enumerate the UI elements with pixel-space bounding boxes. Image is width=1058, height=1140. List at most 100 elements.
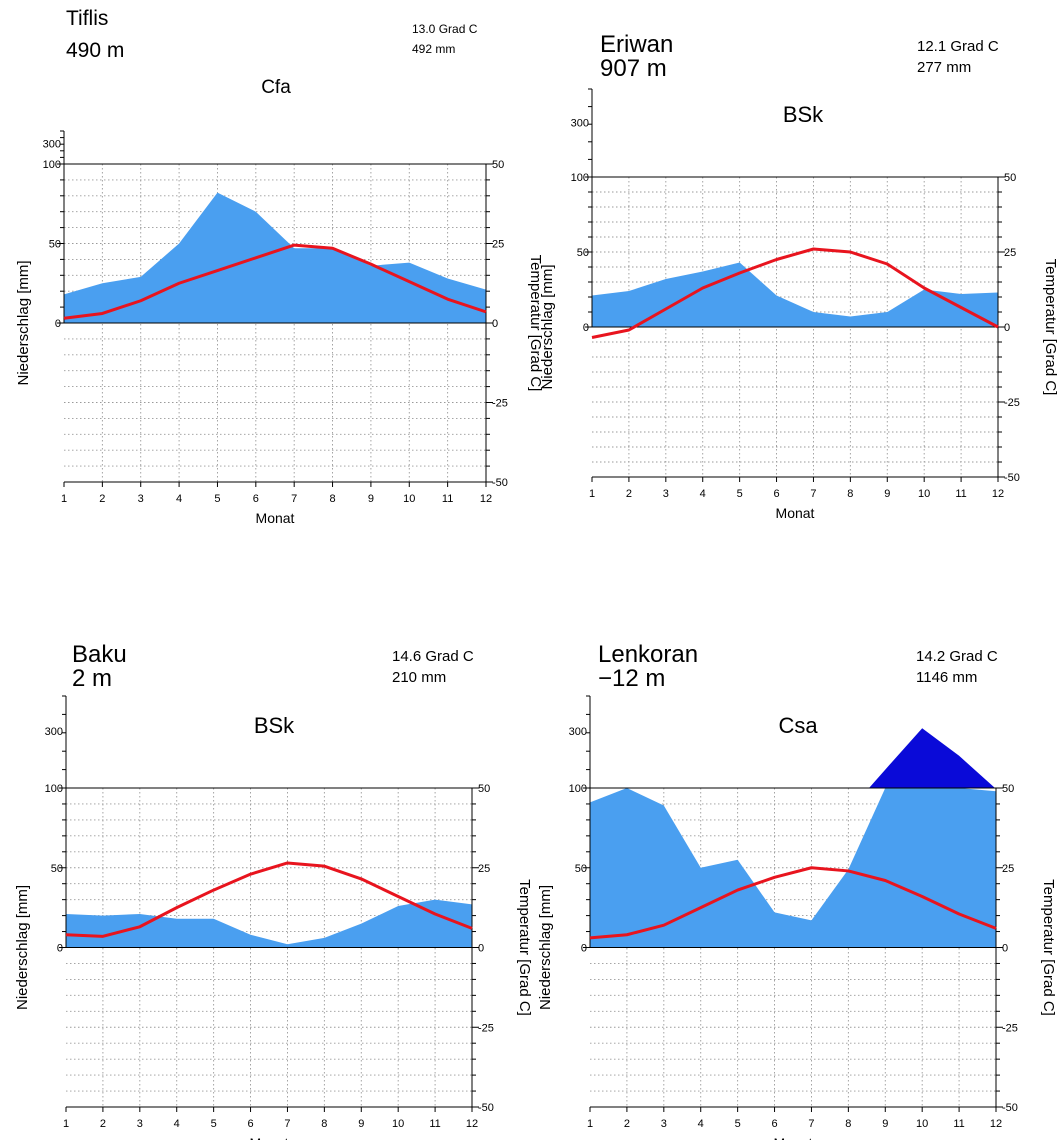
temperature-line [591,247,999,339]
mean-temperature: 14.6 Grad C [392,648,474,665]
station-elevation: −12 m [598,665,665,692]
precip-tick-label: 50 [575,863,587,875]
temp-tick-label: 0 [1004,322,1010,334]
temp-tick-label: 25 [478,863,490,875]
station-name: Lenkoran [598,641,698,668]
month-tick-label: 6 [773,488,779,500]
annual-precipitation: 210 mm [392,669,446,686]
month-tick-label: 7 [808,1118,814,1130]
precip-tick-label: 0 [581,943,587,955]
month-tick-label: 4 [176,493,182,505]
month-tick-label: 11 [442,493,453,505]
month-tick-label: 3 [138,493,144,505]
x-axis-label: Monat [774,1135,813,1140]
temp-tick-label: -25 [492,398,508,410]
station-elevation: 2 m [72,665,112,692]
month-tick-label: 3 [661,1118,667,1130]
month-tick-label: 5 [735,1118,741,1130]
precip-tick-label: 300 [43,139,61,151]
temp-tick-label: -50 [478,1102,494,1114]
precip-tick-label: 0 [583,322,589,334]
right-axis-label: Temperatur [Grad C] [1042,259,1058,396]
temp-tick-label: -50 [492,477,508,489]
temp-tick-label: 50 [478,783,490,795]
month-tick-label: 6 [253,493,259,505]
month-tick-label: 1 [587,1118,593,1130]
station-name: Eriwan [600,31,673,58]
month-tick-label: 4 [700,488,706,500]
temp-tick-label: 0 [492,318,498,330]
month-tick-label: 6 [771,1118,777,1130]
month-tick-label: 11 [429,1118,440,1130]
precip-tick-label: 0 [55,318,61,330]
month-tick-label: 1 [589,488,595,500]
mean-temperature: 13.0 Grad C [412,22,478,36]
month-tick-label: 7 [810,488,816,500]
temp-tick-label: 50 [492,159,504,171]
month-tick-label: 3 [663,488,669,500]
month-tick-label: 4 [174,1118,180,1130]
month-tick-label: 7 [284,1118,290,1130]
month-tick-label: 12 [990,1118,1002,1130]
month-tick-label: 9 [884,488,890,500]
temp-tick-label: 50 [1004,172,1016,184]
month-tick-label: 2 [626,488,632,500]
station-elevation: 907 m [600,55,667,82]
month-tick-label: 1 [61,493,67,505]
right-axis-label: Temperatur [Grad C] [516,879,533,1016]
month-tick-label: 1 [63,1118,69,1130]
month-tick-label: 6 [247,1118,253,1130]
precip-tick-label: 50 [49,239,61,251]
precip-tick-label: 300 [45,726,63,738]
precipitation-area [590,788,996,948]
precip-tick-label: 300 [571,117,589,129]
left-axis-label: Niederschlag [mm] [539,264,556,389]
temperature-line [65,861,473,938]
mean-temperature: 12.1 Grad C [917,38,999,55]
temp-tick-label: -50 [1004,472,1020,484]
precip-tick-label: 50 [577,247,589,259]
precip-tick-label: 50 [51,863,63,875]
temp-tick-label: 50 [1002,783,1014,795]
month-tick-label: 12 [480,493,492,505]
temp-tick-label: 25 [1002,863,1014,875]
month-tick-label: 12 [466,1118,478,1130]
month-tick-label: 11 [955,488,966,500]
temperature-line [589,866,997,940]
koeppen-class: BSk [254,713,295,738]
precipitation-area [66,899,472,948]
precipitation-area [592,262,998,327]
month-tick-label: 8 [845,1118,851,1130]
koeppen-class: Cfa [261,77,291,98]
temp-tick-label: -25 [1002,1022,1018,1034]
month-tick-label: 12 [992,488,1004,500]
month-tick-label: 2 [624,1118,630,1130]
left-axis-label: Niederschlag [mm] [14,885,31,1010]
month-tick-label: 8 [321,1118,327,1130]
temp-tick-label: -50 [1002,1102,1018,1114]
koeppen-class: Csa [778,713,818,738]
month-tick-label: 8 [847,488,853,500]
temp-tick-label: 0 [478,943,484,955]
month-tick-label: 10 [392,1118,404,1130]
mean-temperature: 14.2 Grad C [916,648,998,665]
month-tick-label: 5 [737,488,743,500]
x-axis-label: Monat [256,510,295,526]
left-axis-label: Niederschlag [mm] [15,260,32,385]
month-tick-label: 5 [211,1118,217,1130]
right-axis-label: Temperatur [Grad C] [527,255,544,392]
precip-tick-label: 0 [57,943,63,955]
month-tick-label: 9 [882,1118,888,1130]
annual-precipitation: 1146 mm [916,669,977,686]
temp-tick-label: 25 [1004,247,1016,259]
precip-tick-label: 100 [571,172,589,184]
precip-tick-label: 100 [45,783,63,795]
temperature-line [63,243,487,320]
month-tick-label: 8 [329,493,335,505]
month-tick-label: 9 [358,1118,364,1130]
